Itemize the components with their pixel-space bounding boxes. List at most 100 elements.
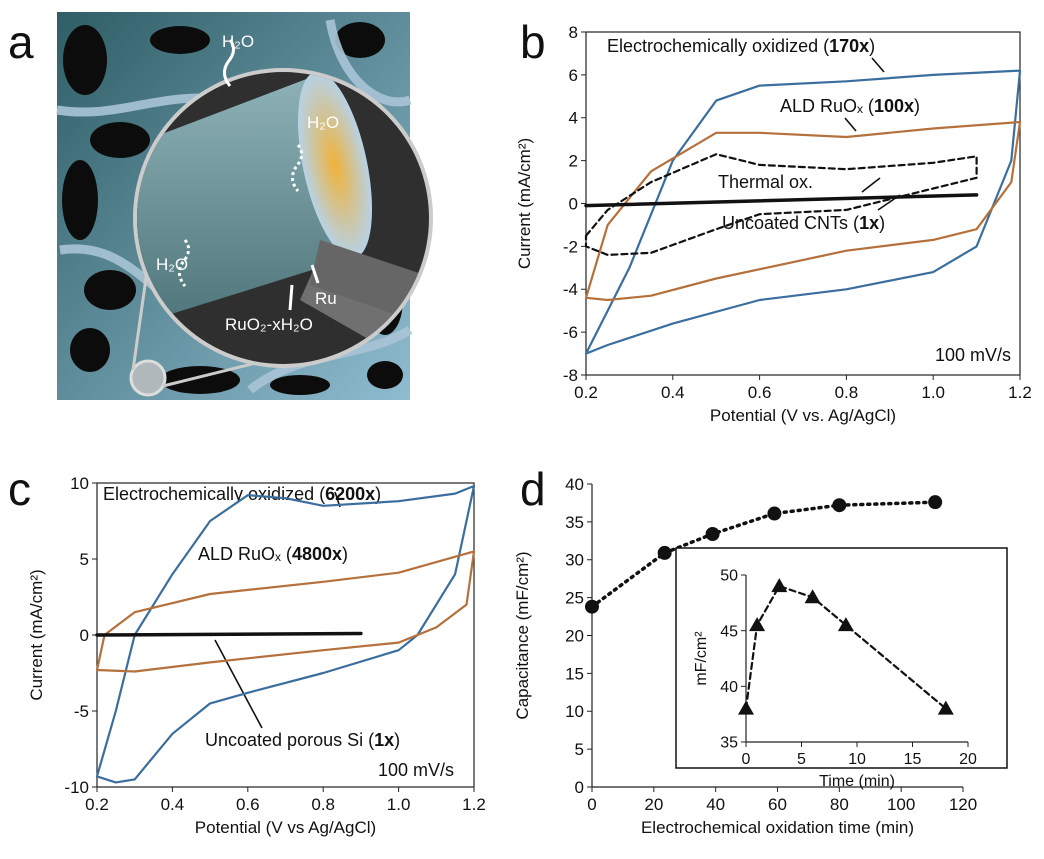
data-point <box>767 506 782 521</box>
data-point <box>738 700 754 715</box>
y-tick-label: -2 <box>563 237 578 256</box>
y-tick-label: 0 <box>569 194 578 213</box>
panel-label: a <box>8 16 34 68</box>
y-tick-label: 5 <box>575 740 584 759</box>
series-line <box>95 484 476 784</box>
series-line <box>584 193 979 208</box>
series-line <box>744 585 947 710</box>
x-tick-label: 5 <box>797 751 806 768</box>
y-tick-label: 10 <box>70 474 89 493</box>
y-tick-label: 0 <box>575 778 584 797</box>
y-tick-label: 2 <box>569 152 578 171</box>
series-line <box>584 120 1022 302</box>
x-tick-label: 40 <box>706 795 725 814</box>
x-tick-label: 0.4 <box>161 795 185 814</box>
data-point <box>585 599 599 614</box>
data-point <box>771 578 788 593</box>
illustration-label: H₂O <box>222 32 254 51</box>
x-tick-label: 100 <box>887 795 915 814</box>
series-line <box>95 550 476 673</box>
x-tick-label: 15 <box>904 751 922 768</box>
y-tick-label: 6 <box>569 66 578 85</box>
annotation: Electrochemically oxidized (6200x) <box>103 484 381 504</box>
y-tick-label: 50 <box>720 568 738 585</box>
annotation: Uncoated porous Si (1x) <box>205 730 400 750</box>
annotation: Uncoated CNTs (1x) <box>722 213 885 233</box>
series-line <box>584 153 978 256</box>
y-tick-label: -8 <box>563 366 578 385</box>
y-tick-label: 25 <box>565 589 584 608</box>
x-tick-label: 0 <box>742 751 751 768</box>
x-tick-label: 0.4 <box>661 383 685 402</box>
x-tick-label: 80 <box>830 795 849 814</box>
x-axis-title: Time (min) <box>819 773 895 790</box>
annotation: ALD RuOₓ (4800x) <box>198 544 348 564</box>
y-tick-label: 20 <box>565 626 584 645</box>
y-tick-label: 4 <box>569 109 578 128</box>
x-tick-label: 0.8 <box>835 383 859 402</box>
y-axis-title: Capacitance (mF/cm²) <box>513 551 532 719</box>
illustration-label: H₂O <box>307 113 339 132</box>
y-tick-label: 40 <box>565 475 584 494</box>
x-tick-label: 0.6 <box>748 383 772 402</box>
y-tick-label: -5 <box>74 702 89 721</box>
series-line <box>95 631 363 637</box>
panel-label: c <box>8 463 31 515</box>
y-tick-label: -10 <box>64 778 89 797</box>
data-point <box>657 545 672 560</box>
y-axis-title: Current (mA/cm²) <box>27 569 46 700</box>
data-point <box>928 495 943 510</box>
x-tick-label: 10 <box>848 751 866 768</box>
data-point <box>837 617 854 632</box>
y-tick-label: 15 <box>565 664 584 683</box>
data-point <box>937 700 954 715</box>
data-point <box>804 589 821 604</box>
annotation: ALD RuOₓ (100x) <box>780 96 920 116</box>
inset-frame <box>675 547 1008 769</box>
annotation: Electrochemically oxidized (170x) <box>607 36 875 56</box>
x-tick-label: 20 <box>644 795 663 814</box>
x-tick-label: 0.6 <box>236 795 260 814</box>
illustration-label: Ru <box>315 289 337 308</box>
x-tick-label: 20 <box>959 751 977 768</box>
x-tick-label: 1.0 <box>387 795 411 814</box>
x-tick-label: 1.0 <box>921 383 945 402</box>
data-point <box>749 617 766 632</box>
x-tick-label: 120 <box>949 795 977 814</box>
x-tick-label: 0.2 <box>85 795 109 814</box>
annotations: Electrochemically oxidized (170x) ALD Ru… <box>103 36 1011 780</box>
y-tick-label: 10 <box>565 702 584 721</box>
x-axis-title: Potential (V vs. Ag/AgCl) <box>710 406 896 425</box>
y-tick-label: 35 <box>565 513 584 532</box>
x-tick-label: 0.8 <box>311 795 335 814</box>
illustration-label: H₂O <box>156 255 188 274</box>
x-tick-label: 1.2 <box>462 795 486 814</box>
y-tick-label: 45 <box>720 623 738 640</box>
x-axis-title: Electrochemical oxidation time (min) <box>641 818 914 837</box>
y-tick-label: 0 <box>80 626 89 645</box>
data-point <box>705 526 720 541</box>
series-line <box>590 500 937 609</box>
y-tick-label: -4 <box>563 280 578 299</box>
x-tick-label: 0.2 <box>574 383 598 402</box>
y-tick-label: 5 <box>80 550 89 569</box>
y-tick-label: 35 <box>720 735 738 752</box>
scan-rate: 100 mV/s <box>378 760 454 780</box>
x-tick-label: 1.2 <box>1008 383 1032 402</box>
x-tick-label: 60 <box>768 795 787 814</box>
panel-label: d <box>520 463 546 515</box>
series-line <box>584 69 1022 355</box>
y-axis-title: Current (mA/cm²) <box>515 138 534 269</box>
x-axis-title: Potential (V vs Ag/AgCl) <box>195 818 376 837</box>
x-tick-label: 0 <box>587 795 596 814</box>
y-tick-label: -6 <box>563 323 578 342</box>
panel-label: b <box>520 16 546 68</box>
annotation: Thermal ox. <box>718 172 813 192</box>
scan-rate: 100 mV/s <box>935 345 1011 365</box>
y-tick-label: 8 <box>569 23 578 42</box>
illustration-label: RuO₂-xH₂O <box>225 315 313 334</box>
illustration: H₂O H₂O H₂O Ru RuO₂-xH₂O <box>56 12 433 400</box>
y-tick-label: 40 <box>720 679 738 696</box>
data-point <box>832 498 847 513</box>
